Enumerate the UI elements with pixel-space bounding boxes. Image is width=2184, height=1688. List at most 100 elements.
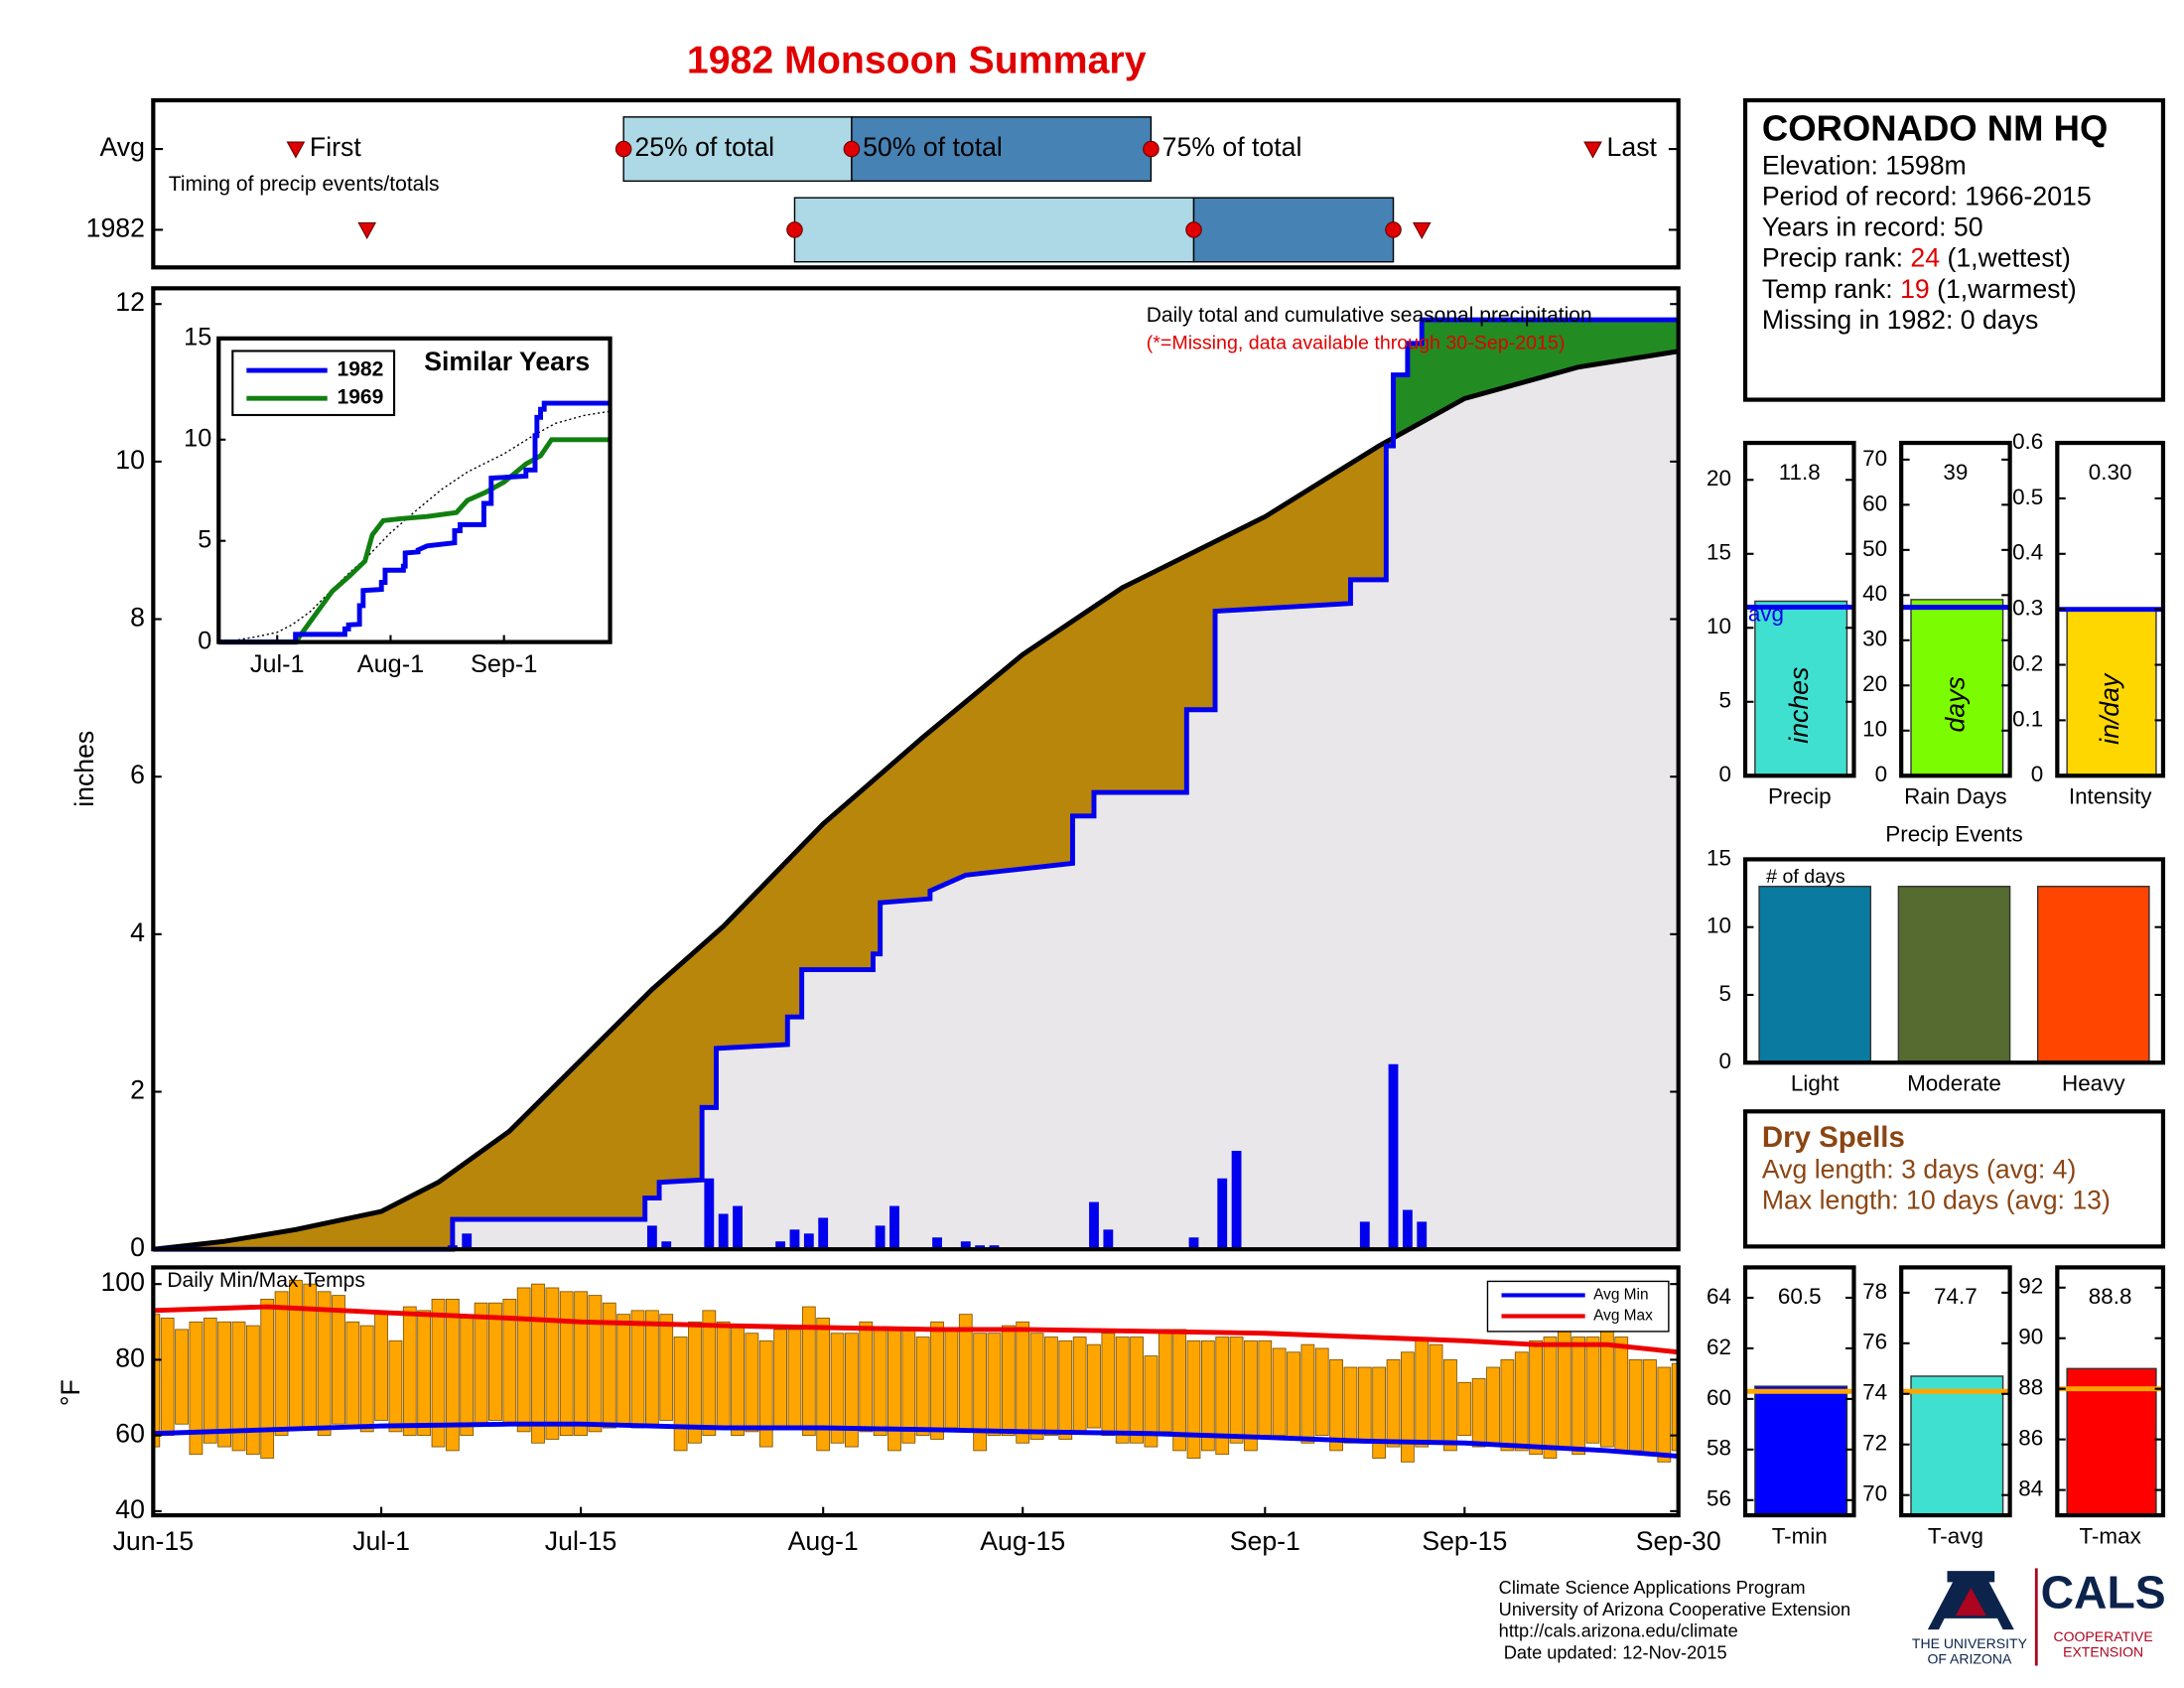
station-line: Elevation: 1598m	[1762, 150, 1967, 180]
legend-label: Avg Min	[1593, 1287, 1648, 1304]
y-tick-label: 0	[130, 1232, 145, 1262]
y-tick-label: 10	[1706, 614, 1731, 638]
y-tick-label: 6	[130, 760, 145, 789]
temp-range-bar	[1272, 1347, 1287, 1437]
temp-range-bar	[731, 1325, 745, 1437]
temp-range-bar	[1585, 1336, 1600, 1444]
temp-range-bar	[1571, 1336, 1586, 1456]
row-label: Avg	[99, 132, 144, 162]
temp-range-bar	[930, 1321, 944, 1440]
station-text: 24	[1910, 243, 1940, 273]
temp-range-bar	[758, 1339, 773, 1448]
frame	[216, 336, 613, 644]
daily-bar	[889, 1205, 899, 1250]
daily-bar	[1231, 1151, 1242, 1250]
temp-range-bar	[402, 1306, 417, 1437]
temp-range-bar	[745, 1333, 759, 1433]
y-tick-label: 0.1	[2012, 706, 2043, 731]
temp-range-bar	[1130, 1336, 1144, 1444]
temp-range-bar	[545, 1287, 560, 1440]
temp-range-bar	[1514, 1351, 1529, 1452]
timing-triangle	[357, 221, 377, 240]
y-tick-label: 90	[2018, 1325, 2043, 1349]
station-text: Years in record: 50	[1762, 212, 1983, 242]
temp-range-bar	[1343, 1366, 1358, 1444]
y-tick-label: 2	[130, 1075, 145, 1105]
temp-range-bar	[1287, 1351, 1300, 1440]
y-tick-label: 20	[1862, 671, 1887, 696]
temp-range-bar	[388, 1339, 403, 1433]
temp-range-bar	[474, 1302, 488, 1425]
frame	[151, 1265, 1681, 1518]
daily-bar	[1417, 1221, 1428, 1250]
timing-label: First	[310, 132, 361, 162]
station-line: Period of record: 1966-2015	[1762, 182, 2092, 211]
y-tick-label: 5	[1719, 688, 1731, 713]
temp-range-bar	[274, 1291, 289, 1437]
station-line: Temp rank: 19 (1,warmest)	[1762, 274, 2077, 304]
temp-range-bar	[1529, 1339, 1543, 1456]
y-tick-label: 10	[184, 424, 211, 452]
value-label: 88.8	[2089, 1284, 2132, 1309]
chart-title: Daily Min/Max Temps	[167, 1269, 364, 1292]
line-average	[218, 410, 611, 643]
temp-range-bar	[1244, 1339, 1258, 1452]
temp-range-bar	[374, 1314, 388, 1421]
daily-bar	[1188, 1237, 1199, 1250]
temp-range-bar	[1486, 1366, 1500, 1444]
temp-range-bar	[859, 1321, 874, 1433]
value-label: 39	[1943, 460, 1968, 485]
temp-range-bar	[231, 1321, 246, 1452]
temp-range-bar	[1429, 1343, 1443, 1444]
temp-range-bar	[531, 1283, 545, 1444]
temp-range-bar	[816, 1318, 831, 1452]
temp-range-bar	[460, 1318, 475, 1437]
frame	[1742, 857, 2166, 1065]
temp-range-bar	[260, 1299, 275, 1459]
temp-range-bar	[830, 1333, 845, 1444]
bar	[2036, 886, 2150, 1063]
station-line: Years in record: 50	[1762, 212, 1983, 242]
timing-dot	[786, 221, 803, 238]
temp-range-bar	[488, 1302, 502, 1421]
y-tick-label: 84	[2018, 1477, 2043, 1501]
temp-range-bar	[203, 1318, 217, 1444]
x-label: Rain Days	[1904, 784, 2007, 809]
extension-wordmark: EXTENSION	[2063, 1644, 2143, 1660]
temp-range-bar	[345, 1321, 360, 1429]
temp-range-bar	[1044, 1336, 1058, 1437]
timing-dot	[1185, 221, 1202, 238]
station-text: Precip rank:	[1762, 243, 1911, 273]
temp-range-bar	[787, 1329, 802, 1429]
bar	[1897, 886, 2011, 1063]
footer-line: Climate Science Applications Program	[1499, 1577, 1806, 1598]
y-tick-label: 40	[115, 1494, 145, 1524]
footer-line: University of Arizona Cooperative Extens…	[1499, 1599, 1850, 1619]
temp-range-bar	[1471, 1378, 1486, 1448]
temp-range-bar	[1200, 1339, 1215, 1452]
temp-range-bar	[1186, 1339, 1201, 1459]
bar	[1758, 886, 1872, 1063]
inset-title: Similar Years	[424, 347, 590, 376]
temp-range-bar	[1357, 1366, 1372, 1444]
temp-range-bar	[317, 1291, 332, 1437]
x-label: Intensity	[2069, 784, 2152, 809]
legend-label: Avg Max	[1593, 1308, 1653, 1325]
daily-bar	[875, 1225, 886, 1250]
temp-range-bar	[702, 1310, 717, 1437]
frame	[151, 286, 1681, 1252]
y-tick-label: 12	[115, 287, 145, 317]
value-label: 11.8	[1779, 460, 1821, 485]
temp-range-bar	[1258, 1339, 1273, 1437]
temp-range-bar	[1029, 1333, 1044, 1440]
timing-box-early	[622, 116, 853, 183]
daily-bar	[1217, 1178, 1228, 1250]
temp-range-bar	[602, 1302, 616, 1429]
timing-dot	[843, 140, 861, 158]
value-label: 74.7	[1934, 1284, 1978, 1309]
x-tick-label: Moderate	[1907, 1071, 2001, 1096]
bar	[1910, 1375, 2004, 1516]
temp-range-bar	[630, 1310, 645, 1429]
temp-range-bar	[1115, 1336, 1130, 1444]
y-tick-label: 20	[1706, 466, 1731, 491]
